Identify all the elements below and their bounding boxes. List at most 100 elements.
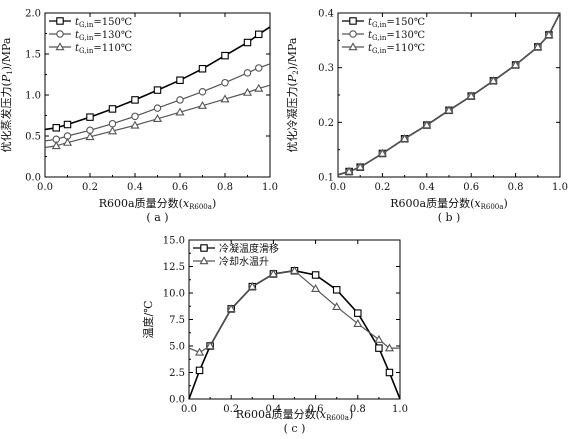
legend-entry: tG,in=110℃ <box>75 43 132 55</box>
data-point <box>255 30 263 39</box>
data-point <box>385 368 394 377</box>
data-point <box>255 64 263 72</box>
data-point <box>311 271 320 279</box>
legend-entry: tG,in=150℃ <box>368 17 425 29</box>
panel-caption: ( c ) <box>284 422 306 435</box>
x-tick-label: 0.0 <box>181 404 197 415</box>
data-point <box>221 78 229 87</box>
x-tick-label: 0.4 <box>265 404 281 415</box>
data-point <box>85 132 95 141</box>
y-tick-label: 0.1 <box>318 173 334 184</box>
x-tick-label: 0.8 <box>508 182 524 193</box>
data-point <box>198 65 207 73</box>
data-point <box>131 112 139 121</box>
x-tick-label: 1.0 <box>262 182 278 193</box>
panel-caption: ( b ) <box>438 211 461 224</box>
x-tick-label: 0.8 <box>217 182 233 193</box>
y-tick-label: 0.0 <box>25 173 41 184</box>
x-tick-label: 0.8 <box>350 404 366 415</box>
data-point <box>344 166 354 175</box>
data-point <box>488 76 498 85</box>
data-point <box>289 266 300 274</box>
series-3 <box>44 83 271 150</box>
y-axis-label: 优化蒸发压力(P1)/MPa <box>0 37 14 152</box>
x-axis-label: R600a质量分数(xR600a) <box>236 408 353 422</box>
data-point <box>131 96 139 104</box>
data-point <box>198 87 207 96</box>
chart-panel-2: 0.0 0.2 0.4 0.6 0.8 1.0 0.1 0.2 0.3 0.4 tG,in=150℃… <box>285 9 568 225</box>
data-point <box>153 86 162 94</box>
series-3 <box>337 12 561 176</box>
data-point <box>511 60 521 69</box>
legend-entry: tG,in=150℃ <box>75 17 132 29</box>
y-tick-label: 1.5 <box>25 50 41 61</box>
legend-entry: tG,in=130℃ <box>75 30 132 42</box>
data-point <box>195 366 204 375</box>
y-tick-label: 0.2 <box>318 118 334 129</box>
legend-entry: 冷却水温升 <box>219 255 269 268</box>
x-tick-label: 0.6 <box>463 182 479 193</box>
y-axis-label: 优化冷凝压力(P2)/MPa <box>285 37 300 152</box>
data-point <box>377 148 387 157</box>
y-axis-label: 温度/℃ <box>141 300 155 338</box>
data-point <box>86 113 94 121</box>
data-point <box>130 120 140 129</box>
x-tick-label: 0.2 <box>374 182 390 193</box>
legend-entry: 冷凝温度滑移 <box>219 242 279 255</box>
legend-entry: tG,in=130℃ <box>368 30 425 42</box>
series-1 <box>44 26 271 132</box>
legend-marker <box>349 30 357 38</box>
data-point <box>63 120 72 129</box>
x-axis-label: R600a质量分数(xR600a) <box>390 197 507 211</box>
data-point <box>332 302 342 311</box>
x-tick-label: 0.2 <box>223 404 239 415</box>
chart-panel-3: 0.0 0.2 0.4 0.6 0.8 1.0 0.0 2.5 5.0 7.5 10.0 12.5 15… <box>141 236 408 436</box>
data-point <box>152 114 163 123</box>
y-tick-label: 0.0 <box>169 395 185 406</box>
y-tick-label: 7.5 <box>169 315 185 326</box>
data-point <box>400 134 410 142</box>
series-line <box>188 270 400 354</box>
data-point <box>176 96 184 104</box>
series-2 <box>44 63 271 144</box>
x-tick-label: 0.4 <box>127 182 143 193</box>
data-point <box>51 141 61 150</box>
data-point <box>466 91 476 100</box>
series-1 <box>188 266 401 400</box>
data-point <box>62 137 73 146</box>
x-axis-label: R600a质量分数(xR600a) <box>99 197 216 211</box>
legend-entry: tG,in=110℃ <box>368 43 425 55</box>
data-point <box>108 119 117 128</box>
data-point <box>444 105 454 114</box>
data-point <box>375 344 383 352</box>
chart-panel-1: 0.0 0.2 0.4 0.6 0.8 1.0 0.0 0.5 1.0 1.5 2.0 tG,in=1… <box>0 9 278 225</box>
legend: tG,in=150℃tG,in=130℃tG,in=110℃ <box>49 17 132 55</box>
y-tick-label: 1.0 <box>25 91 41 102</box>
data-point <box>243 69 252 77</box>
data-point <box>268 269 278 278</box>
legend-marker <box>349 17 357 25</box>
x-tick-label: 0.6 <box>172 182 188 193</box>
data-point <box>176 76 184 84</box>
data-point <box>153 104 162 112</box>
legend-marker <box>56 30 64 38</box>
series-line <box>44 63 271 142</box>
data-point <box>195 347 205 356</box>
data-point <box>220 94 230 103</box>
data-point <box>205 341 215 350</box>
x-tick-label: 0.0 <box>37 182 53 193</box>
data-point <box>374 334 384 343</box>
series-line <box>188 269 401 400</box>
x-tick-label: 0.0 <box>330 182 346 193</box>
legend-marker <box>200 244 208 252</box>
data-point <box>242 87 253 96</box>
y-tick-label: 2.0 <box>25 9 41 20</box>
data-point <box>52 124 60 132</box>
y-tick-label: 15.0 <box>163 236 185 247</box>
data-point <box>247 281 257 290</box>
data-point <box>226 304 236 313</box>
data-point <box>544 30 554 39</box>
y-tick-label: 2.5 <box>169 368 185 379</box>
